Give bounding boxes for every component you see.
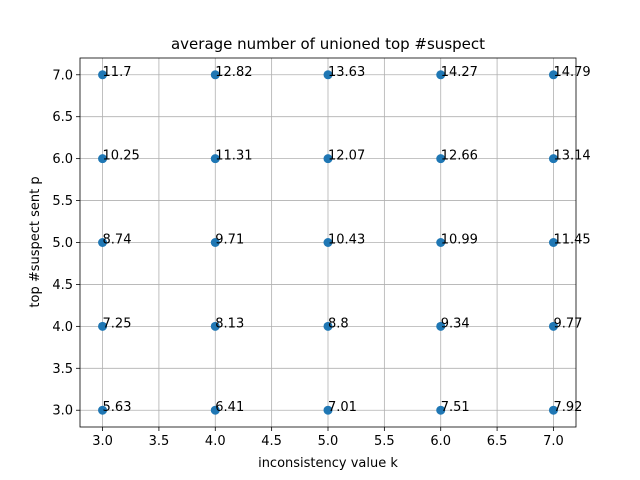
y-tick-label: 5.5 [52,194,73,209]
scatter-point [323,154,333,164]
x-tick-label: 6.5 [487,434,508,449]
point-value-label: 10.25 [103,149,140,164]
point-value-label: 14.27 [441,65,478,80]
point-value-label: 11.45 [553,233,590,248]
scatter-point [323,238,333,247]
scatter-point [548,405,558,415]
point-value-label: 13.14 [553,149,590,164]
scatter-point [210,238,220,247]
point-value-label: 10.43 [328,233,365,248]
y-tick-label: 3.5 [52,362,73,377]
x-tick-label: 3.0 [92,434,113,449]
scatter-point [323,405,333,415]
point-value-label: 7.01 [328,400,357,415]
y-tick-label: 4.5 [52,278,73,293]
scatter-point [323,70,333,80]
point-value-label: 12.66 [441,149,478,164]
point-value-label: 12.82 [215,65,252,80]
scatter-point [436,321,446,331]
scatter-point [98,154,108,164]
x-axis-ticks: 3.0 3.5 4.0 4.5 5.0 5.5 6.0 6.5 7.0 [92,427,564,449]
x-axis-title: inconsistency value k [258,456,398,471]
point-value-label: 11.31 [215,149,252,164]
scatter-point [436,238,446,247]
point-value-label: 5.63 [103,400,132,415]
x-tick-label: 3.5 [149,434,170,449]
y-tick-label: 6.5 [52,110,73,125]
scatter-point [323,321,333,331]
point-value-label: 13.63 [328,65,365,80]
point-value-label: 7.25 [103,316,132,331]
y-axis-ticks: 3.0 3.5 4.0 4.5 5.0 5.5 6.0 6.5 7.0 [52,68,80,419]
point-value-label: 7.92 [553,400,582,415]
scatter-point [548,238,558,247]
y-tick-label: 6.0 [52,152,73,167]
scatter-point [548,154,558,164]
y-tick-label: 4.0 [52,320,73,335]
y-tick-label: 7.0 [52,68,73,83]
point-value-label: 14.79 [553,65,590,80]
scatter-point [436,405,446,415]
scatter-point [436,154,446,164]
scatter-point [210,70,220,80]
point-value-label: 9.77 [553,316,582,331]
y-tick-label: 3.0 [52,404,73,419]
y-axis-title: top #suspect sent p [28,176,43,307]
point-value-label: 11.7 [103,65,132,80]
x-tick-label: 4.5 [261,434,282,449]
chart-title: average number of unioned top #suspect [171,35,485,53]
x-tick-label: 5.5 [374,434,395,449]
scatter-point [210,154,220,164]
scatter-point [98,321,108,331]
x-tick-label: 6.0 [430,434,451,449]
scatter-point [210,321,220,331]
point-value-label: 6.41 [215,400,244,415]
y-tick-label: 5.0 [52,236,73,251]
scatter-point [436,70,446,80]
scatter-point [548,70,558,80]
point-labels: 11.7 12.82 13.63 14.27 14.79 10.25 11.31 12.07 1… [103,65,591,415]
scatter-point [98,405,108,415]
point-value-label: 8.13 [215,316,244,331]
point-value-label: 9.71 [215,233,244,248]
point-value-label: 8.74 [103,233,132,248]
point-value-label: 7.51 [441,400,470,415]
data-points [98,70,558,415]
scatter-point [548,321,558,331]
scatter-point [98,238,108,247]
point-value-label: 12.07 [328,149,365,164]
point-value-label: 8.8 [328,316,349,331]
x-tick-label: 5.0 [318,434,339,449]
point-value-label: 10.99 [441,233,478,248]
scatter-point [98,70,108,80]
x-tick-label: 4.0 [205,434,226,449]
point-value-label: 9.34 [441,316,470,331]
x-tick-label: 7.0 [543,434,564,449]
scatter-point [210,405,220,415]
